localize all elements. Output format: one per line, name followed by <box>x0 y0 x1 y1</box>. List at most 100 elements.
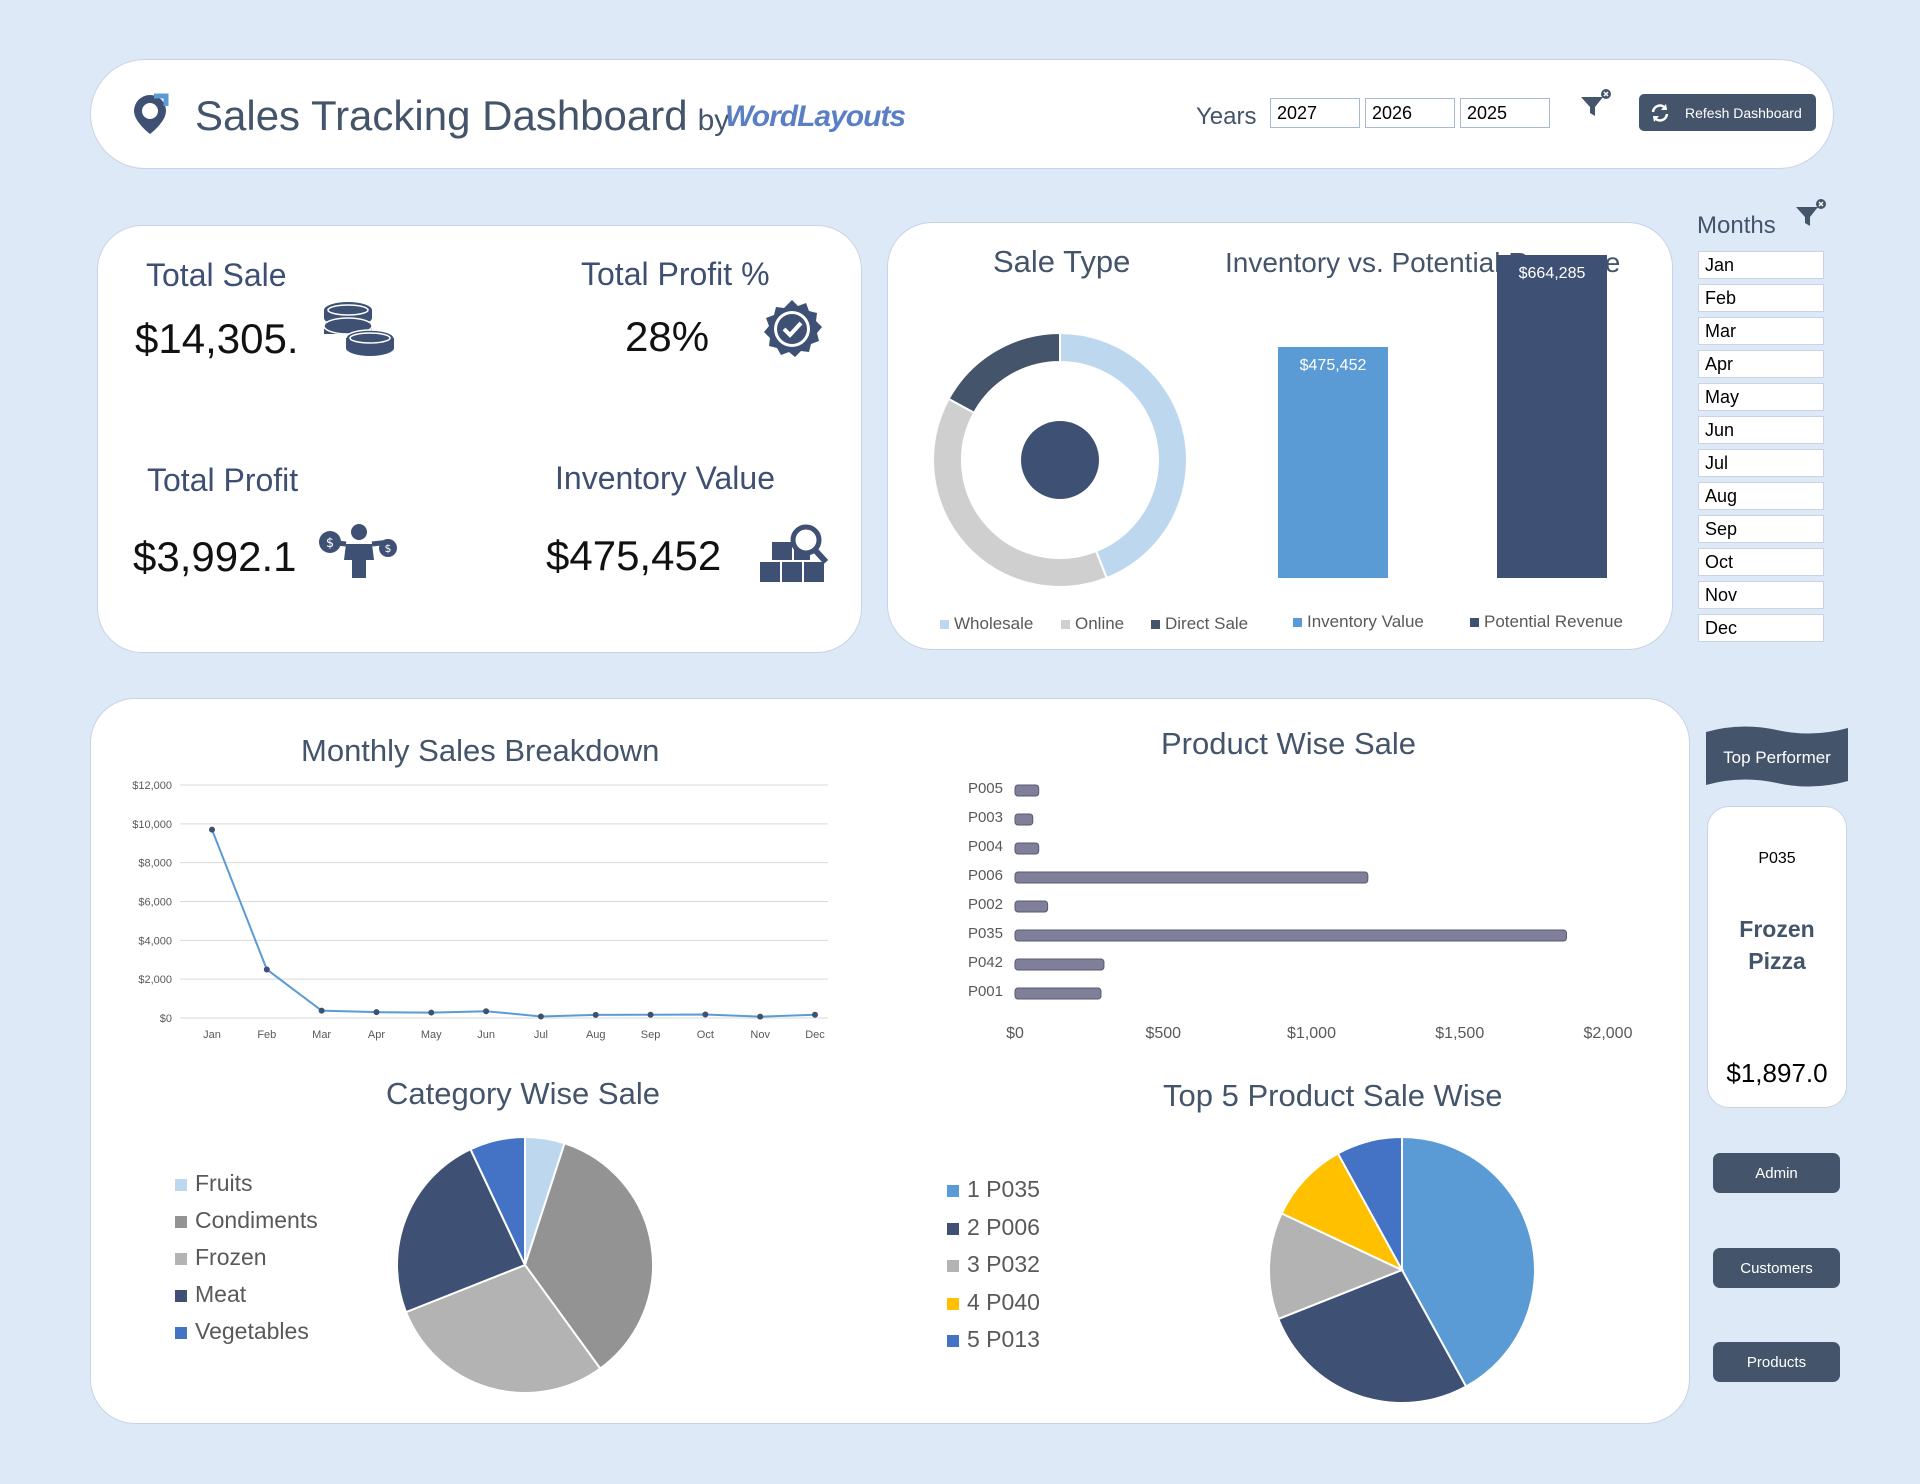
hbar-bar-p006 <box>1014 871 1369 884</box>
month-option-nov[interactable]: Nov <box>1698 581 1824 609</box>
category-legend-meat: Meat <box>175 1281 246 1308</box>
top-performer-value: $1,897.0 <box>1726 1058 1828 1088</box>
year-option-2026[interactable]: 2026 <box>1365 98 1455 128</box>
month-option-may[interactable]: May <box>1698 383 1824 411</box>
total-profit-pct-value: 28% <box>625 313 710 360</box>
top5-legend-item-2: 2 P006 <box>947 1214 1040 1241</box>
month-option-aug[interactable]: Aug <box>1698 482 1824 510</box>
line-point <box>263 966 270 973</box>
profit-person-icon: $ $ <box>318 522 400 583</box>
month-option-jun[interactable]: Jun <box>1698 416 1824 444</box>
top5-slice-3 <box>1280 1152 1405 1273</box>
hbar-bar-p003 <box>1014 813 1034 826</box>
line-x-tick: Apr <box>368 1029 385 1041</box>
month-option-sep[interactable]: Sep <box>1698 515 1824 543</box>
app-logo-icon <box>130 92 170 136</box>
sale-type-slice-0 <box>1059 331 1188 580</box>
category-legend-condiments: Condiments <box>175 1207 318 1234</box>
hbar-category-label: P003 <box>968 809 1003 826</box>
coins-icon <box>322 300 396 363</box>
category-slice-4 <box>469 1135 526 1266</box>
months-clear-filter-icon[interactable] <box>1793 198 1827 237</box>
hbar-x-tick: $500 <box>1145 1025 1181 1042</box>
line-point <box>373 1009 380 1016</box>
sale-type-title: Sale Type <box>993 244 1131 279</box>
line-y-tick: $0 <box>160 1013 172 1025</box>
inv-legend-revenue: Potential Revenue <box>1470 612 1623 632</box>
line-point <box>757 1013 764 1020</box>
category-legend-frozen: Frozen <box>175 1244 267 1271</box>
sale-type-legend-wholesale: Wholesale <box>940 614 1033 634</box>
month-option-dec[interactable]: Dec <box>1698 614 1824 642</box>
hbar-x-tick: $2,000 <box>1584 1025 1633 1042</box>
clear-filter-icon[interactable] <box>1578 88 1611 116</box>
refresh-label: Refesh Dashboard <box>1685 104 1802 121</box>
line-x-tick: Sep <box>641 1029 661 1041</box>
top5-product-title: Top 5 Product Sale Wise <box>1163 1078 1503 1113</box>
title-by: by <box>697 104 730 137</box>
hbar-bar-p004 <box>1014 842 1040 855</box>
donut-center <box>1021 421 1099 499</box>
line-y-tick: $2,000 <box>138 974 172 986</box>
bar-label-revenue: $664,285 <box>1518 265 1586 283</box>
products-button[interactable]: Products <box>1713 1342 1840 1382</box>
product-wise-bar-chart: P005 P003 P004 P006 P002 P035 P042 P001 $0 $500 $1… <box>968 780 1633 1042</box>
category-slice-2 <box>404 1263 602 1394</box>
category-slice-3 <box>396 1147 527 1314</box>
year-option-2027[interactable]: 2027 <box>1270 98 1360 128</box>
hbar-x-tick: $1,500 <box>1435 1025 1484 1042</box>
month-option-mar[interactable]: Mar <box>1698 317 1824 345</box>
svg-text:$: $ <box>385 542 392 555</box>
top-performer-name-line1: Frozen <box>1739 916 1815 942</box>
line-series <box>211 829 816 1018</box>
line-x-tick: Feb <box>257 1029 276 1041</box>
top-performer-banner <box>1706 726 1848 787</box>
month-option-apr[interactable]: Apr <box>1698 350 1824 378</box>
verified-badge-icon <box>760 298 824 367</box>
inventory-value: $475,452 <box>546 532 722 579</box>
hbar-category-label: P004 <box>968 838 1003 855</box>
line-point <box>702 1011 709 1018</box>
top5-slice-0 <box>1401 1135 1536 1388</box>
inv-legend-inventory: Inventory Value <box>1293 612 1424 632</box>
refresh-dashboard-button[interactable]: Refesh Dashboard <box>1639 94 1816 131</box>
line-x-tick: Jun <box>477 1029 495 1041</box>
line-x-tick: Dec <box>805 1029 825 1041</box>
admin-button[interactable]: Admin <box>1713 1153 1840 1193</box>
line-x-tick: Aug <box>586 1029 606 1041</box>
total-profit-pct-label: Total Profit % <box>581 256 770 292</box>
hbar-bar-p001 <box>1014 987 1102 1000</box>
hbar-x-tick: $1,000 <box>1287 1025 1336 1042</box>
hbar-category-label: P002 <box>968 896 1003 913</box>
top5-legend-item-1: 1 P035 <box>947 1176 1040 1203</box>
month-option-oct[interactable]: Oct <box>1698 548 1824 576</box>
top-performer-name-line2: Pizza <box>1748 948 1806 974</box>
category-wise-pie <box>396 1135 654 1394</box>
hbar-category-label: P042 <box>968 954 1003 971</box>
month-option-jan[interactable]: Jan <box>1698 251 1824 279</box>
customers-button[interactable]: Customers <box>1713 1248 1840 1288</box>
top5-legend-item-4: 4 P040 <box>947 1289 1040 1316</box>
years-label: Years <box>1196 103 1257 130</box>
month-option-feb[interactable]: Feb <box>1698 284 1824 312</box>
hbar-bar-p042 <box>1014 958 1105 971</box>
inventory-value-label: Inventory Value <box>555 460 775 496</box>
category-wise-title: Category Wise Sale <box>386 1076 660 1111</box>
hbar-category-label: P035 <box>968 925 1003 942</box>
hbar-bar-p002 <box>1014 900 1049 913</box>
line-y-tick: $6,000 <box>138 897 172 909</box>
total-sale-value: $14,305. <box>135 315 299 362</box>
line-point <box>209 826 215 833</box>
line-point <box>812 1011 818 1018</box>
total-profit-label: Total Profit <box>147 462 299 498</box>
line-point <box>483 1008 490 1015</box>
svg-text:$: $ <box>326 536 334 551</box>
line-point <box>428 1009 435 1016</box>
month-option-jul[interactable]: Jul <box>1698 449 1824 477</box>
line-point <box>592 1011 599 1018</box>
hbar-bar-p005 <box>1014 784 1040 797</box>
hbar-category-label: P006 <box>968 867 1003 884</box>
sale-type-legend-online: Online <box>1061 614 1124 634</box>
refresh-icon <box>1651 103 1669 122</box>
year-option-2025[interactable]: 2025 <box>1460 98 1550 128</box>
